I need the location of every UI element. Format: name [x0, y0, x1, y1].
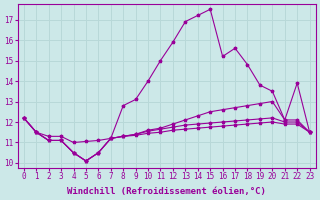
X-axis label: Windchill (Refroidissement éolien,°C): Windchill (Refroidissement éolien,°C) — [67, 187, 266, 196]
